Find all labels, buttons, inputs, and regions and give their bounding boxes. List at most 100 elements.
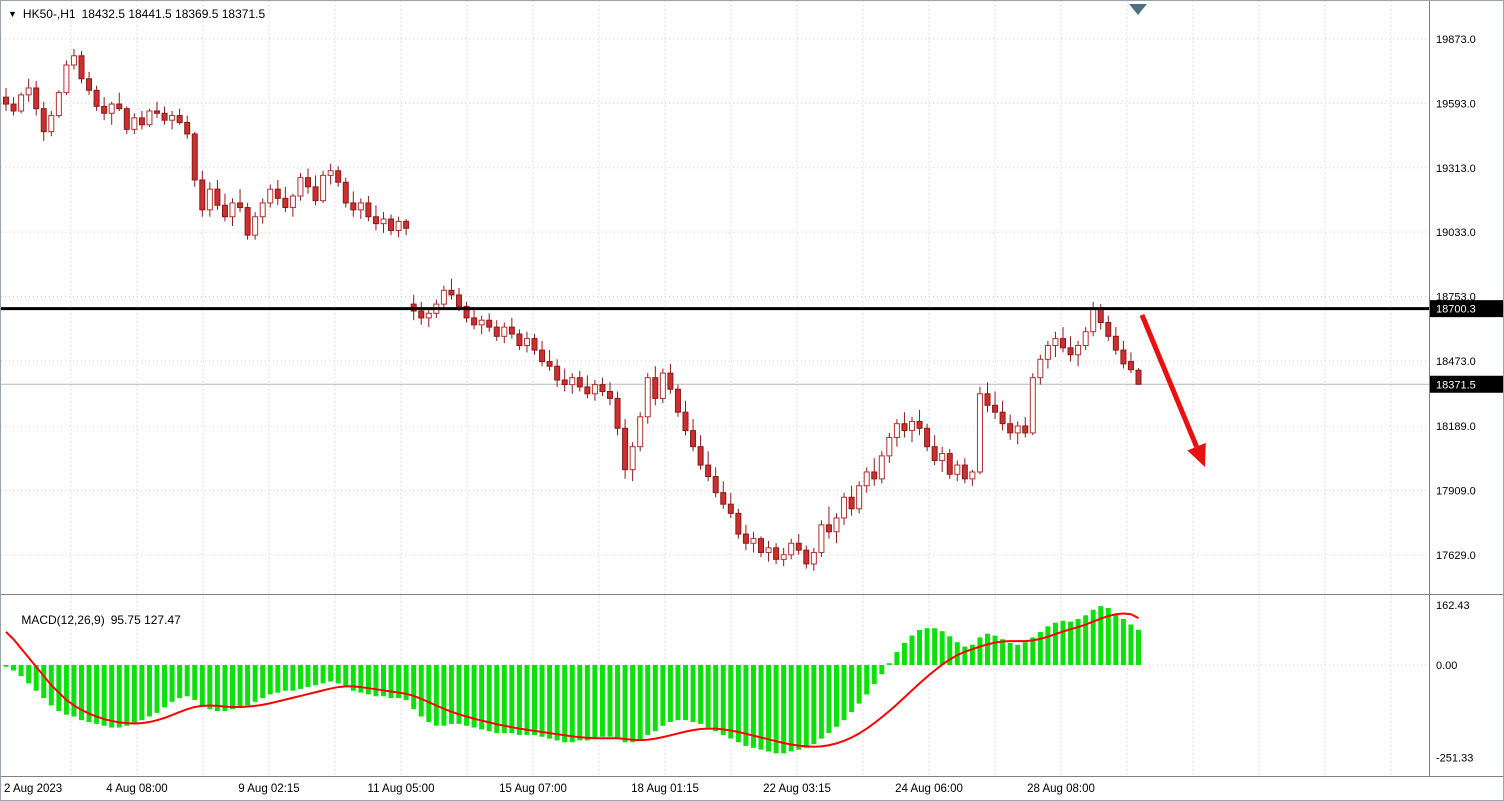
time-axis[interactable]: 2 Aug 2023 4 Aug 08:00 9 Aug 02:15 11 Aug 0… [4,783,1095,795]
macd-bar [569,665,575,743]
candle [33,87,40,110]
macd-bar [562,665,568,743]
macd-bar [826,665,832,734]
candle [818,524,825,553]
trend-arrow-head[interactable] [1187,442,1206,467]
macd-bar [222,665,228,711]
macd-bar [358,665,364,693]
macd-bar [260,665,266,699]
price-axis[interactable]: 19873.019593.019313.019033.018753.018473… [1430,34,1504,764]
candle [652,377,659,399]
macd-bar [1136,629,1141,665]
macd-bar [1120,619,1126,665]
time-axis-label: 18 Aug 01:15 [631,783,699,795]
macd-bar [781,665,787,754]
macd-histogram-layer [3,606,1141,754]
macd-bar [977,637,983,665]
macd-bar [516,665,522,735]
candle [191,133,198,181]
candle [735,512,742,535]
candle [244,207,251,236]
macd-bar [297,665,303,689]
candle [199,179,206,211]
candle [946,453,953,475]
candle [1067,347,1074,356]
candle [591,384,598,395]
candle [1075,345,1082,356]
candle [1022,425,1029,434]
macd-bar [388,665,394,699]
candle [554,365,561,381]
candle [282,197,289,209]
candle [599,384,606,392]
macd-bar [290,665,296,691]
macd-bar [305,665,311,688]
candle [893,423,900,438]
macd-bar [199,665,205,706]
macd-bar [154,665,160,713]
candle [289,195,296,209]
macd-bar [26,665,32,684]
candle [146,110,153,126]
candle [1044,345,1051,360]
candle [1097,308,1104,324]
candle [18,94,25,112]
candle [961,464,968,480]
candle [138,117,145,126]
macd-bar [532,665,537,735]
macd-bar [577,665,583,741]
macd-bar [343,665,349,688]
macd-bar [1068,621,1074,665]
macd-bar [418,665,424,717]
chart-shift-marker-icon[interactable] [1129,4,1147,15]
candle [501,326,508,337]
price-tick-label: 18189.0 [1436,421,1476,433]
macd-bar [109,665,115,728]
macd-bar [124,665,130,726]
macd-bar [932,628,938,665]
macd-bar [547,665,553,739]
candle [184,121,191,135]
macd-bar [41,665,47,699]
symbol-period-label: HK50-,H1 [22,7,76,21]
chart-collapse-triangle-icon[interactable]: ▼ [8,8,17,19]
macd-bar [1015,644,1021,665]
candle [659,372,666,399]
macd-bar [909,635,915,665]
price-tick-label: 17629.0 [1436,550,1476,562]
macd-bar [1083,615,1089,665]
macd-bar [1098,606,1104,665]
candle [622,427,629,471]
macd-bar [675,665,681,721]
candle [116,103,123,110]
candle [221,204,228,218]
candle [916,420,923,429]
candle [954,464,961,475]
macd-bar [396,665,402,699]
ohlc-values-label: 18432.5 18441.5 18369.5 18371.5 [81,7,266,21]
macd-bar [1000,639,1006,665]
candle [999,411,1006,425]
macd-bar [592,665,598,739]
trend-arrow[interactable] [1139,314,1199,448]
candle [161,112,168,121]
macd-bar [947,636,953,665]
candle [274,188,281,199]
macd-bar [365,665,371,695]
hline-price-badge-text: 18700.3 [1436,304,1476,316]
candle [1029,377,1036,434]
candle [803,549,810,565]
macd-bar [1105,607,1111,665]
macd-bar [501,665,507,734]
macd-bar [728,665,734,739]
candle [584,386,591,395]
macd-tick-label: 162.43 [1436,600,1470,612]
candle [1052,338,1059,347]
candle [576,377,583,388]
macd-bar [743,665,749,746]
candle [516,333,523,347]
candle [471,317,478,326]
candle [350,202,357,211]
